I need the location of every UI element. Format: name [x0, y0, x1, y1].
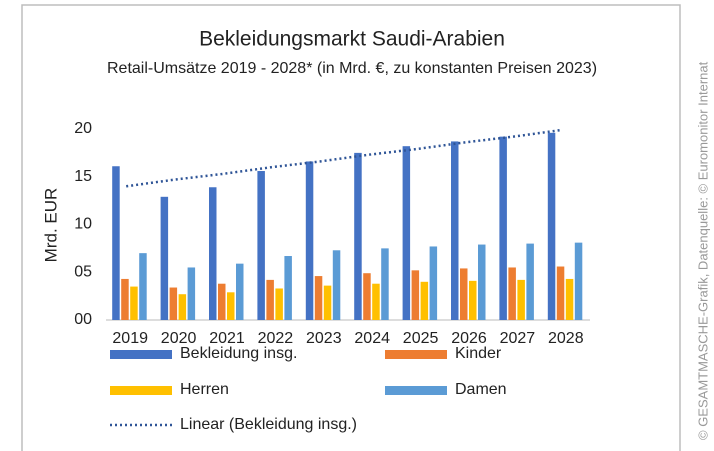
bar — [420, 281, 429, 320]
bar — [305, 161, 314, 320]
y-tick-label: 20 — [74, 120, 92, 137]
chart-subtitle: Retail-Umsätze 2019 - 2028* (in Mrd. €, … — [107, 60, 597, 77]
bar — [402, 146, 411, 320]
legend-swatch — [385, 350, 447, 359]
x-tick-label: 2026 — [451, 330, 487, 347]
bar — [227, 292, 235, 320]
bar — [187, 267, 196, 320]
x-tick-label: 2023 — [306, 330, 342, 347]
bar — [411, 270, 420, 320]
bar — [478, 244, 486, 320]
legend-label: Linear (Bekleidung insg.) — [180, 416, 357, 433]
y-tick-label: 00 — [74, 311, 92, 328]
bar — [508, 267, 516, 320]
y-tick-label: 15 — [74, 168, 92, 185]
legend-swatch — [385, 386, 447, 395]
bar — [284, 256, 292, 320]
bar — [381, 248, 389, 320]
bar — [372, 283, 380, 320]
x-tick-label: 2028 — [548, 330, 584, 347]
x-tick-label: 2027 — [500, 330, 536, 347]
y-tick-label: 10 — [74, 216, 92, 233]
x-tick-label: 2019 — [112, 330, 148, 347]
legend-label: Kinder — [455, 345, 502, 362]
legend-label: Damen — [455, 381, 507, 398]
x-tick-label: 2020 — [161, 330, 197, 347]
bar — [565, 278, 574, 320]
bar — [451, 141, 459, 320]
bar — [363, 273, 371, 320]
bar — [257, 171, 265, 320]
bar — [209, 187, 217, 320]
bar — [469, 280, 477, 320]
bar — [314, 276, 323, 320]
bar — [429, 246, 438, 320]
x-tick-label: 2021 — [209, 330, 245, 347]
bar — [332, 250, 341, 320]
y-axis-label: Mrd. EUR — [41, 188, 60, 263]
legend-swatch — [110, 386, 172, 395]
bar — [556, 266, 565, 320]
bar — [169, 287, 178, 320]
x-tick-label: 2024 — [354, 330, 390, 347]
bar — [130, 286, 138, 320]
bar — [178, 294, 187, 320]
bar — [574, 242, 583, 320]
bar — [121, 278, 129, 320]
y-tick-label: 05 — [74, 263, 92, 280]
x-tick-label: 2025 — [403, 330, 439, 347]
bar — [218, 283, 226, 320]
bar — [517, 279, 525, 320]
bar — [547, 132, 556, 320]
bar — [526, 243, 534, 320]
bar — [160, 196, 169, 320]
bar — [354, 152, 362, 320]
legend-label: Bekleidung insg. — [180, 345, 297, 362]
trendline — [126, 128, 562, 188]
legend-label: Herren — [180, 381, 229, 398]
frame — [21, 4, 681, 451]
source-note: © GESAMTMASCHE-Grafik, Datenquelle: © Eu… — [695, 61, 710, 440]
legend-swatch — [110, 350, 172, 359]
bar — [236, 263, 244, 320]
bar — [139, 253, 147, 320]
bar — [275, 288, 283, 320]
bar — [112, 166, 120, 320]
bar — [460, 268, 468, 320]
chart-title: Bekleidungsmarkt Saudi-Arabien — [199, 28, 505, 51]
bar — [323, 285, 332, 320]
x-tick-label: 2022 — [258, 330, 294, 347]
bar — [499, 136, 507, 320]
bar — [266, 279, 274, 320]
